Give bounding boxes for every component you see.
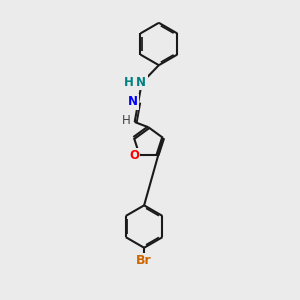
Text: Br: Br bbox=[136, 254, 152, 267]
Text: O: O bbox=[129, 148, 139, 161]
Text: H: H bbox=[122, 114, 131, 127]
Text: H: H bbox=[124, 76, 134, 89]
Text: N: N bbox=[136, 76, 146, 89]
Text: N: N bbox=[128, 95, 138, 108]
